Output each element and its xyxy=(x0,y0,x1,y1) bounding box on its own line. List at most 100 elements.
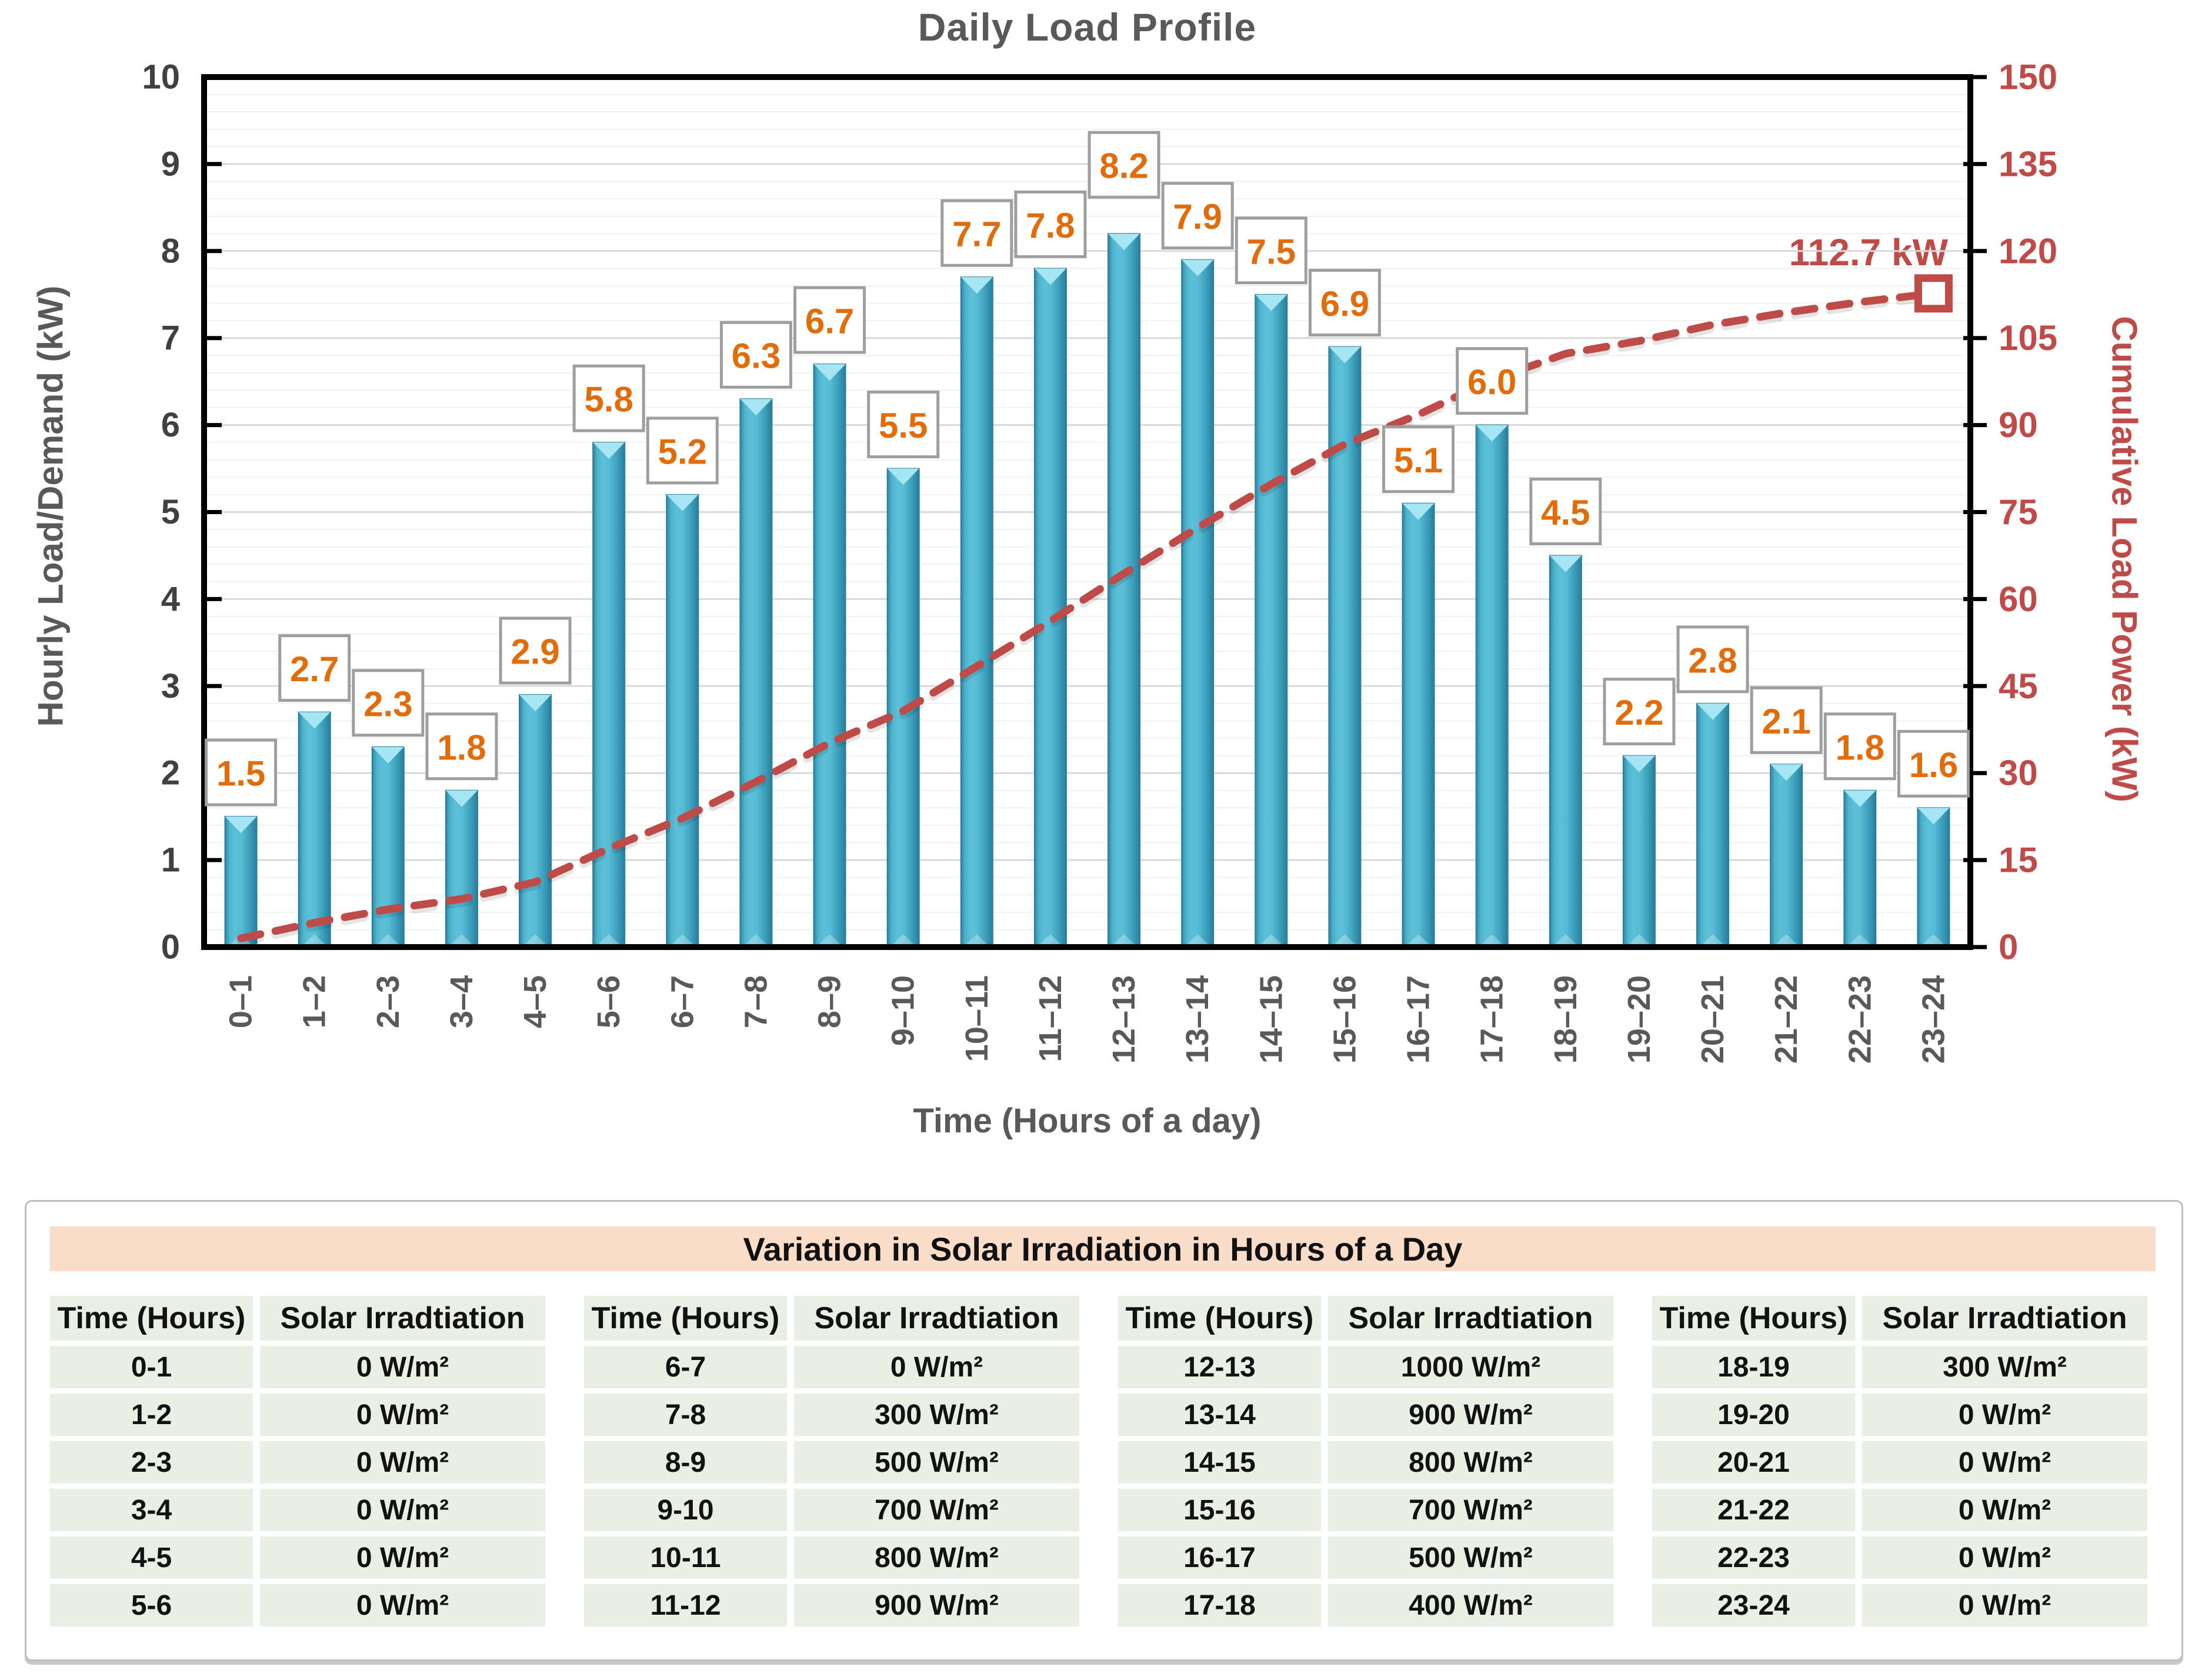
bar-cap-highlight xyxy=(445,790,478,807)
data-label-box xyxy=(646,416,719,485)
column-header: Time (Hours) xyxy=(584,1296,787,1341)
data-label-box xyxy=(793,286,866,354)
x-category-label: 17–18 xyxy=(1475,975,1510,1064)
irradiation-cell: 0 W/m² xyxy=(260,1584,545,1626)
cumulative-load-line xyxy=(237,289,1937,942)
time-cell: 11-12 xyxy=(584,1584,787,1626)
data-label-box xyxy=(719,321,792,389)
bar-0–1 xyxy=(224,816,258,948)
bar-11–12 xyxy=(1033,268,1067,948)
y-left-tick-label: 0 xyxy=(161,928,180,966)
irradiation-cell: 400 W/m² xyxy=(1328,1584,1613,1626)
time-cell: 19-20 xyxy=(1652,1394,1855,1436)
x-category-label: 21–22 xyxy=(1769,975,1804,1064)
time-cell: 14-15 xyxy=(1118,1441,1321,1484)
data-label-value: 1.8 xyxy=(437,728,486,767)
irradiation-cell: 900 W/m² xyxy=(794,1584,1079,1626)
data-label-value: 6.9 xyxy=(1320,284,1369,324)
bar-12–13 xyxy=(1107,233,1141,948)
time-cell: 7-8 xyxy=(584,1394,787,1436)
bar-base-highlight xyxy=(1110,934,1138,947)
y-right-tick-label: 135 xyxy=(1999,144,2057,184)
bar-base-highlight xyxy=(448,934,475,947)
data-label-box xyxy=(1823,712,1896,781)
bar-base-highlight xyxy=(963,934,990,947)
y-left-tick-label: 5 xyxy=(161,493,180,531)
irradiation-cell: 300 W/m² xyxy=(794,1394,1079,1436)
irradiation-cell: 700 W/m² xyxy=(794,1489,1079,1531)
x-category-label: 2–3 xyxy=(371,975,406,1028)
bar-base-highlight xyxy=(1773,934,1800,947)
solar-table-group-3: Time (Hours) Solar Irradtiation 12-13 1000 … xyxy=(1118,1296,1613,1626)
column-header: Solar Irradtiation xyxy=(260,1296,545,1341)
y-left-tick-label: 2 xyxy=(161,754,180,792)
bar-base-highlight xyxy=(1331,934,1359,947)
bar-base-highlight xyxy=(816,934,843,947)
data-label-value: 5.1 xyxy=(1394,441,1443,480)
irradiation-cell: 500 W/m² xyxy=(794,1441,1079,1484)
time-cell: 18-19 xyxy=(1652,1346,1855,1388)
bar-cap-highlight xyxy=(1844,790,1876,807)
bar-cap-highlight xyxy=(1329,346,1361,364)
time-cell: 20-21 xyxy=(1652,1441,1855,1484)
irradiation-cell: 0 W/m² xyxy=(1862,1394,2147,1436)
time-cell: 23-24 xyxy=(1652,1584,1855,1626)
bar-14–15 xyxy=(1255,294,1288,948)
bar-cap-highlight xyxy=(1255,294,1287,311)
x-category-label: 6–7 xyxy=(665,975,700,1028)
x-category-label: 12–13 xyxy=(1106,975,1142,1064)
y-right-tick-label: 60 xyxy=(1999,579,2038,619)
y-left-tick-label: 3 xyxy=(161,667,180,705)
data-label-box xyxy=(1161,182,1234,250)
x-category-label: 3–4 xyxy=(444,975,479,1028)
time-cell: 5-6 xyxy=(50,1584,253,1626)
data-label-value: 1.8 xyxy=(1836,728,1884,767)
bar-cap-highlight xyxy=(1697,703,1729,720)
x-category-label: 7–8 xyxy=(738,975,773,1028)
y-left-tick-label: 7 xyxy=(161,319,180,357)
y-right-tick-label: 120 xyxy=(1999,231,2057,271)
bar-4–5 xyxy=(519,694,552,948)
time-cell: 10-11 xyxy=(584,1536,787,1579)
x-category-label: 11–12 xyxy=(1033,975,1068,1062)
irradiation-cell: 0 W/m² xyxy=(1862,1584,2147,1626)
x-category-label: 14–15 xyxy=(1253,975,1289,1064)
bar-base-highlight xyxy=(889,934,917,947)
cumulative-line-shadow xyxy=(237,294,1937,946)
data-label-box xyxy=(205,738,278,806)
bar-base-highlight xyxy=(742,934,770,947)
bar-cap-highlight xyxy=(960,277,993,294)
data-label-value: 2.1 xyxy=(1762,702,1810,741)
irradiation-cell: 0 W/m² xyxy=(1862,1489,2147,1531)
data-label-value: 7.9 xyxy=(1173,197,1222,236)
bar-8–9 xyxy=(813,364,846,948)
data-label-value: 8.2 xyxy=(1099,146,1148,186)
bar-20–21 xyxy=(1696,702,1730,948)
data-label-box xyxy=(572,364,645,432)
x-category-label: 18–19 xyxy=(1548,975,1583,1064)
column-header: Time (Hours) xyxy=(1118,1296,1321,1341)
bar-base-highlight xyxy=(1552,934,1579,947)
data-label-box xyxy=(1750,686,1823,754)
bar-cap-highlight xyxy=(1182,259,1214,276)
irradiation-cell: 0 W/m² xyxy=(794,1346,1079,1388)
y-right-tick-label: 0 xyxy=(1999,928,2018,967)
bar-base-highlight xyxy=(1184,934,1212,947)
data-label-value: 6.0 xyxy=(1467,362,1516,402)
irradiation-cell: 900 W/m² xyxy=(1328,1394,1613,1436)
time-cell: 6-7 xyxy=(584,1346,787,1388)
bar-cap-highlight xyxy=(1917,808,1950,825)
bar-3–4 xyxy=(445,789,478,948)
chart-title: Daily Load Profile xyxy=(918,5,1257,49)
bar-base-highlight xyxy=(1625,934,1653,947)
bar-13–14 xyxy=(1181,259,1215,948)
time-cell: 4-5 xyxy=(50,1536,253,1579)
irradiation-cell: 800 W/m² xyxy=(794,1536,1079,1579)
time-cell: 2-3 xyxy=(50,1441,253,1484)
y-right-tick-label: 105 xyxy=(1999,318,2057,358)
data-label-value: 5.2 xyxy=(658,432,707,471)
data-label-value: 1.6 xyxy=(1909,745,1958,785)
time-cell: 8-9 xyxy=(584,1441,787,1484)
bar-10–11 xyxy=(960,276,993,948)
